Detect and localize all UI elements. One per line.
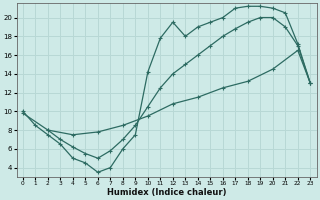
X-axis label: Humidex (Indice chaleur): Humidex (Indice chaleur) xyxy=(107,188,226,197)
